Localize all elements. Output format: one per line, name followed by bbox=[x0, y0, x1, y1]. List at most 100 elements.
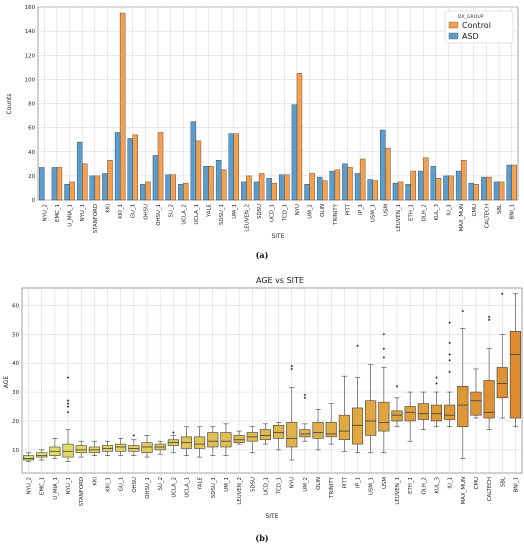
box-outlier-usm bbox=[382, 332, 386, 336]
bar-control-sdsu_1 bbox=[220, 169, 227, 201]
box-nyu bbox=[286, 422, 298, 448]
bar-control-olin bbox=[322, 180, 328, 201]
box-outlier-iu_1 bbox=[448, 321, 451, 324]
box-iu_1 bbox=[444, 404, 456, 420]
box-olin bbox=[312, 422, 324, 439]
bar-control-leuven_2 bbox=[246, 175, 252, 201]
bar-y-tick-label: 40 bbox=[28, 150, 35, 156]
box-pitt bbox=[338, 414, 350, 441]
box-plot-age: AGE vs SITE 10 20 30 40 50 60 NYU_2 EMC_1 U_MIA… bbox=[3, 276, 523, 543]
bar-control-usm bbox=[385, 147, 391, 201]
bar-asd-tcd_1 bbox=[279, 174, 285, 201]
box-x-tick-label: U_MIA_1 bbox=[53, 477, 59, 500]
legend-swatch-control bbox=[448, 21, 459, 29]
box-outlier-kul_3 bbox=[435, 382, 438, 385]
bar-x-tick-label: TRINITY bbox=[333, 203, 339, 226]
box-outlier-caltech bbox=[487, 315, 491, 319]
box-x-tick-label: UCLA_2 bbox=[171, 477, 177, 498]
bar-asd-stanford bbox=[89, 175, 96, 201]
box-nyu_1 bbox=[62, 443, 74, 458]
bar-asd-sdsu_1 bbox=[215, 159, 222, 201]
box-x-tick-label: NYU_2 bbox=[27, 477, 33, 494]
box-x-tick-label: NYU bbox=[290, 477, 296, 488]
box-chart-title: AGE vs SITE bbox=[256, 276, 304, 285]
box-ucd_1 bbox=[259, 429, 271, 441]
box-leuven_2 bbox=[233, 435, 245, 443]
bar-asd-eth_1 bbox=[405, 184, 411, 201]
box-ip_1 bbox=[351, 407, 364, 445]
box-y-tick-label: 30 bbox=[12, 390, 19, 396]
bar-control-pitt bbox=[347, 167, 353, 201]
box-x-axis-label: SITE bbox=[265, 513, 278, 520]
box-outlier-nyu_1 bbox=[66, 376, 70, 379]
box-cmu bbox=[470, 391, 482, 416]
bar-x-tick-label: KKI bbox=[105, 204, 111, 213]
box-outlier-iu_1 bbox=[448, 341, 451, 345]
bar-control-su_2 bbox=[170, 174, 176, 201]
box-trinity bbox=[325, 422, 337, 438]
bar-control-ohsu_1 bbox=[157, 132, 164, 201]
box-outlier-ip_1 bbox=[356, 344, 359, 348]
box-outlier-nyu bbox=[290, 367, 294, 371]
box-x-tick-label: KKI_1 bbox=[106, 477, 112, 492]
bar-x-tick-label: TCD_1 bbox=[282, 204, 288, 222]
box-yale bbox=[194, 436, 206, 449]
box-stanford bbox=[75, 445, 87, 454]
bar-asd-gu_1 bbox=[127, 138, 133, 201]
box-outlier-nyu bbox=[290, 364, 294, 368]
box-um_2 bbox=[299, 429, 311, 438]
bar-control-nyu bbox=[296, 73, 303, 201]
bar-asd-olh_2 bbox=[418, 170, 424, 201]
box-outlier-kul_3 bbox=[435, 376, 438, 379]
bar-asd-kki_1 bbox=[114, 132, 121, 201]
box-sdsu_1 bbox=[207, 432, 219, 448]
box-y-tick-label: 20 bbox=[12, 419, 19, 425]
box-x-tick-label: IU_1 bbox=[448, 477, 454, 489]
box-outlier-iu_1 bbox=[448, 370, 451, 374]
box-sbl bbox=[496, 367, 508, 399]
box-outlier-iu_1 bbox=[448, 353, 451, 356]
bar-x-tick-label: SBL bbox=[497, 204, 503, 214]
bar-y-axis-label: Counts bbox=[6, 94, 13, 115]
bar-control-cmu bbox=[473, 184, 480, 201]
box-tcd_1 bbox=[273, 425, 285, 439]
bar-y-tick-label: 60 bbox=[28, 126, 35, 132]
bar-control-ohsu bbox=[145, 181, 151, 201]
bar-asd-ucla_2 bbox=[178, 184, 184, 201]
box-outlier-nyu_1 bbox=[66, 405, 70, 408]
bar-x-tick-label: UM_1 bbox=[232, 204, 238, 219]
bar-asd-ohsu bbox=[140, 184, 146, 201]
bar-control-um_2 bbox=[309, 173, 315, 201]
bar-x-tick-label: NYU_1 bbox=[80, 204, 86, 221]
box-x-tick-label: KKI bbox=[92, 477, 98, 486]
bar-x-tick-label: OHSU_1 bbox=[156, 204, 162, 226]
bar-control-emc_1 bbox=[56, 167, 63, 201]
box-x-tick-label: OLIN bbox=[316, 477, 322, 490]
bar-x-tick-label: OLIN bbox=[320, 204, 326, 217]
box-x-tick-label: SU_2 bbox=[158, 477, 164, 491]
box-x-tick-label: TCD_1 bbox=[277, 477, 283, 495]
box-outlier-nyu_1 bbox=[66, 410, 70, 414]
box-x-tick-label: STANFORD bbox=[79, 477, 85, 506]
bar-asd-usm_1 bbox=[367, 179, 373, 201]
box-ohsu_1 bbox=[141, 442, 153, 454]
bar-control-sdsu bbox=[258, 173, 265, 201]
bar-y-tick-label: 140 bbox=[25, 29, 36, 35]
bar-asd-caltech bbox=[481, 176, 487, 201]
bar-asd-yale bbox=[203, 166, 209, 201]
box-x-tick-label: USM_1 bbox=[369, 477, 375, 495]
bar-asd-max_mun bbox=[455, 170, 462, 201]
bar-control-sbl bbox=[498, 181, 505, 201]
bar-asd-sdsu bbox=[253, 181, 260, 201]
legend-label-control: Control bbox=[462, 21, 491, 30]
bar-x-tick-label: YALE bbox=[207, 203, 213, 218]
bar-control-yale bbox=[208, 166, 214, 201]
bar-asd-ucd_1 bbox=[266, 178, 272, 201]
box-y-tick-label: 10 bbox=[12, 448, 19, 454]
bar-control-tcd_1 bbox=[284, 174, 290, 201]
bar-asd-ucla_1 bbox=[190, 121, 197, 201]
box-x-tick-label: LEUVEN_1 bbox=[395, 477, 401, 505]
boxes bbox=[23, 292, 521, 462]
